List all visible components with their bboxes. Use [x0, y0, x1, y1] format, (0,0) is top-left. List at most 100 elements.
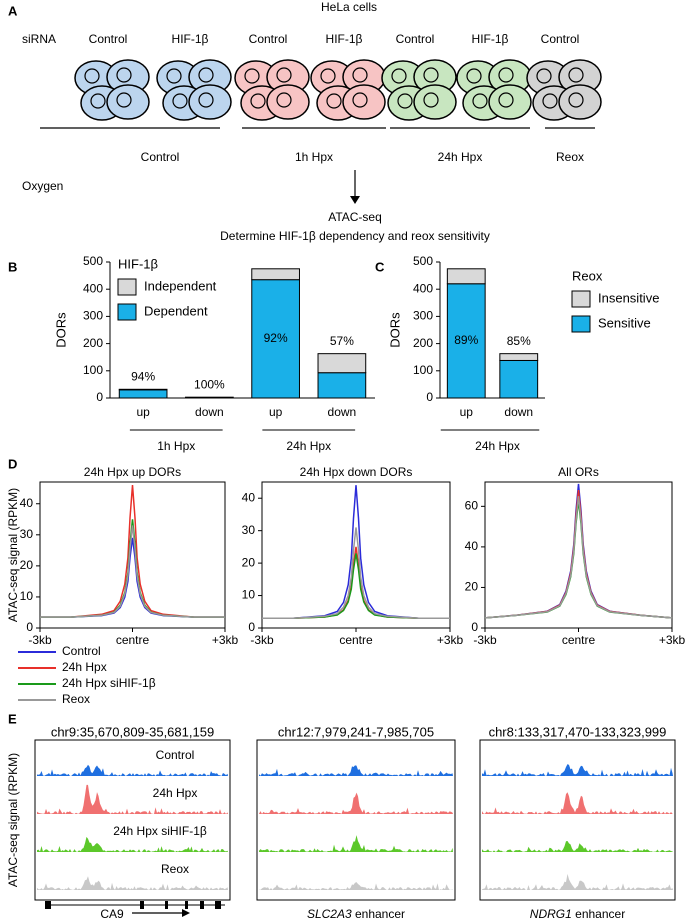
sirna-name: HIF-1β	[326, 32, 363, 46]
condition-label: Control	[141, 150, 180, 164]
y-tick-label: 10	[20, 589, 34, 603]
percent-label: 89%	[454, 333, 478, 347]
method-subtitle: Determine HIF-1β dependency and reox sen…	[220, 229, 490, 243]
x-tick-label: -3kb	[28, 633, 52, 647]
y-tick-label: 200	[83, 336, 103, 350]
nucleus	[198, 92, 214, 108]
x-tick-label: centre	[116, 633, 150, 647]
nucleus	[423, 92, 439, 108]
y-tick-label: 100	[413, 363, 433, 377]
x-tick-label: +3kb	[659, 633, 686, 647]
nucleus	[472, 93, 488, 109]
legend-swatch	[571, 290, 591, 308]
x-tick-label: centre	[339, 633, 373, 647]
line-series	[262, 527, 450, 620]
nucleus	[116, 67, 132, 83]
y-tick-label: 200	[413, 336, 433, 350]
gene-label: NDRG1 enhancer	[530, 907, 625, 921]
nucleus	[326, 93, 342, 109]
track-signal	[259, 792, 453, 814]
y-tick-label: 0	[248, 620, 255, 634]
bar-segment	[446, 268, 486, 285]
track-label: 24h Hpx siHIF-1β	[113, 824, 207, 838]
exon	[45, 901, 51, 909]
sirna-name: Control	[541, 32, 580, 46]
legend-title: HIF-1β	[118, 256, 158, 271]
sirna-label: siRNA	[22, 32, 56, 46]
nucleus	[568, 67, 584, 83]
bar-segment	[118, 388, 168, 391]
x-tick-label: +3kb	[212, 633, 239, 647]
bar-segment	[251, 268, 300, 281]
legend-label: 24h Hpx siHIF-1β	[62, 676, 156, 690]
line-series	[40, 537, 225, 618]
nucleus	[276, 67, 292, 83]
bar-segment	[446, 283, 486, 399]
x-tick-label: centre	[562, 633, 596, 647]
y-tick-label: 400	[413, 281, 433, 295]
x-tick-label: down	[195, 405, 224, 419]
x-tick-label: up	[136, 405, 150, 419]
condition-label: 1h Hpx	[295, 150, 333, 164]
line-series	[484, 496, 673, 619]
y-tick-label: 300	[413, 309, 433, 323]
gene-suffix: enhancer	[572, 907, 625, 921]
y-tick-label: 0	[471, 620, 478, 634]
bar-segment	[499, 353, 539, 361]
gene-name: NDRG1	[530, 907, 572, 921]
nucleus	[90, 93, 106, 109]
bar-segment	[185, 396, 234, 399]
y-tick-label: 400	[83, 281, 103, 295]
y-tick-label: 60	[465, 499, 479, 513]
panel-label: A	[8, 3, 18, 18]
nucleus	[276, 92, 292, 108]
x-tick-label: up	[460, 405, 474, 419]
line-series	[40, 519, 225, 618]
y-tick-label: 30	[242, 523, 256, 537]
arrow-head	[350, 196, 360, 204]
percent-label: 100%	[194, 377, 225, 391]
y-tick-label: 0	[26, 620, 33, 634]
nucleus	[116, 92, 132, 108]
nucleus	[568, 92, 584, 108]
bar-segment	[499, 359, 539, 399]
line-series	[40, 525, 225, 618]
y-tick-label: 300	[83, 309, 103, 323]
legend-label: 24h Hpx	[62, 660, 107, 674]
nucleus	[466, 68, 482, 84]
legend-label: Independent	[144, 278, 217, 293]
oxygen-label: Oxygen	[22, 179, 63, 193]
chart-title: 24h Hpx up DORs	[84, 465, 181, 479]
gene-arrow-head	[182, 909, 190, 917]
nucleus	[391, 68, 407, 84]
legend-label: Insensitive	[598, 290, 659, 305]
exon	[185, 901, 188, 909]
y-tick-label: 20	[465, 580, 479, 594]
track-signal	[482, 764, 673, 776]
x-tick-label: -3kb	[250, 633, 274, 647]
gene-suffix: enhancer	[352, 907, 405, 921]
locus-coords: chr9:35,670,809-35,681,159	[51, 724, 214, 739]
chart-title: 24h Hpx down DORs	[300, 465, 413, 479]
nucleus	[250, 93, 266, 109]
track-frame	[479, 739, 676, 901]
percent-label: 85%	[507, 334, 531, 348]
legend-swatch	[571, 315, 591, 333]
y-tick-label: 20	[242, 555, 256, 569]
y-axis-label: DORs	[387, 312, 402, 348]
track-frame	[256, 739, 456, 901]
legend-label: Sensitive	[598, 315, 651, 330]
locus-coords: chr12:7,979,241-7,985,705	[278, 724, 434, 739]
track-signal	[259, 882, 453, 890]
x-tick-label: up	[269, 405, 283, 419]
panel-label: D	[8, 456, 17, 471]
sirna-name: Control	[249, 32, 288, 46]
y-axis-label: ATAC-seq signal (RPKM)	[6, 488, 20, 622]
chart-title: All ORs	[558, 465, 599, 479]
track-label: 24h Hpx	[153, 786, 198, 800]
sirna-name: Control	[89, 32, 128, 46]
track-label: Control	[156, 748, 195, 762]
y-tick-label: 30	[20, 527, 34, 541]
group-label: 1h Hpx	[157, 439, 195, 453]
